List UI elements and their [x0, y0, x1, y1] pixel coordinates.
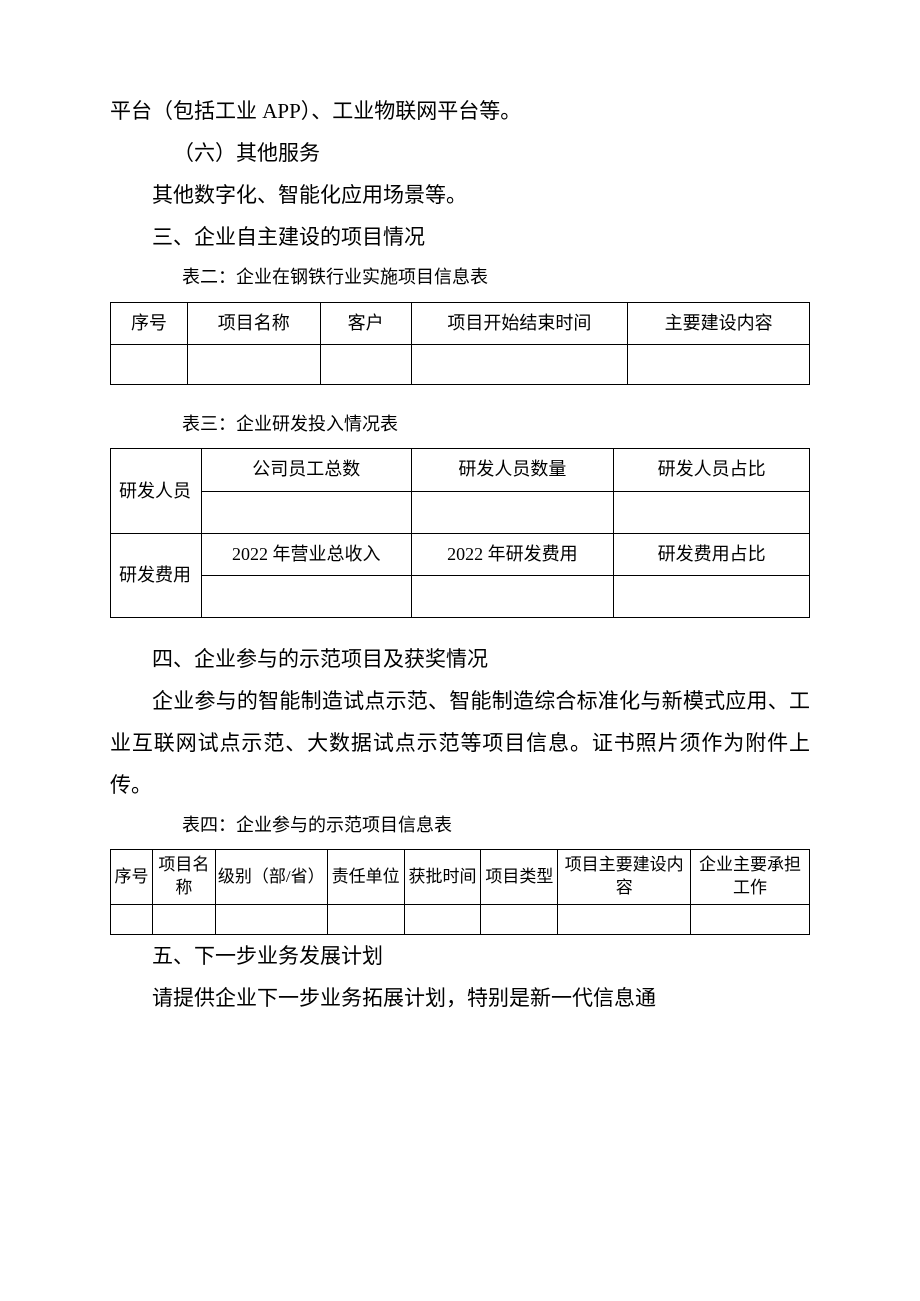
heading-section-5: 五、下一步业务发展计划	[110, 935, 810, 977]
td-cell	[111, 344, 188, 384]
td-cell	[152, 905, 215, 935]
td-cell	[320, 344, 411, 384]
td-cell	[201, 575, 411, 617]
th-project-name: 项目名称	[152, 850, 215, 905]
paragraph-platform: 平台（包括工业 APP）、工业物联网平台等。	[110, 90, 810, 132]
th-rd-count: 研发人员数量	[411, 449, 614, 491]
td-cell	[614, 575, 810, 617]
caption-table-2: 表二：企业在钢铁行业实施项目信息表	[110, 258, 810, 298]
th-seq: 序号	[111, 302, 188, 344]
table-row	[111, 491, 810, 533]
td-cell	[404, 905, 481, 935]
th-unit: 责任单位	[327, 850, 404, 905]
paragraph-section-5: 请提供企业下一步业务拓展计划，特别是新一代信息通	[110, 977, 810, 1019]
th-customer: 客户	[320, 302, 411, 344]
subheading-other-services: （六）其他服务	[110, 132, 810, 174]
th-rd-ratio: 研发人员占比	[614, 449, 810, 491]
th-content: 主要建设内容	[628, 302, 810, 344]
heading-section-4: 四、企业参与的示范项目及获奖情况	[110, 638, 810, 680]
td-cell	[411, 491, 614, 533]
th-rd-expense-ratio: 研发费用占比	[614, 533, 810, 575]
td-cell	[691, 905, 810, 935]
td-rd-staff-label: 研发人员	[111, 449, 202, 533]
td-cell	[558, 905, 691, 935]
th-project-name: 项目名称	[187, 302, 320, 344]
table-3: 研发人员 公司员工总数 研发人员数量 研发人员占比 研发费用 2022 年营业总…	[110, 448, 810, 617]
th-time: 项目开始结束时间	[411, 302, 628, 344]
td-cell	[411, 344, 628, 384]
td-cell	[187, 344, 320, 384]
table-4: 序号 项目名称 级别（部/省） 责任单位 获批时间 项目类型 项目主要建设内容 …	[110, 849, 810, 935]
th-level: 级别（部/省）	[215, 850, 327, 905]
th-build-content: 项目主要建设内容	[558, 850, 691, 905]
caption-table-3: 表三：企业研发投入情况表	[110, 405, 810, 445]
th-enterprise-work: 企业主要承担工作	[691, 850, 810, 905]
table-row: 序号 项目名称 级别（部/省） 责任单位 获批时间 项目类型 项目主要建设内容 …	[111, 850, 810, 905]
heading-section-3: 三、企业自主建设的项目情况	[110, 216, 810, 258]
table-row	[111, 344, 810, 384]
td-cell	[201, 491, 411, 533]
caption-table-4: 表四：企业参与的示范项目信息表	[110, 806, 810, 846]
td-cell	[215, 905, 327, 935]
td-cell	[411, 575, 614, 617]
td-cell	[628, 344, 810, 384]
paragraph-other-services: 其他数字化、智能化应用场景等。	[110, 174, 810, 216]
th-total-employees: 公司员工总数	[201, 449, 411, 491]
paragraph-section-4: 企业参与的智能制造试点示范、智能制造综合标准化与新模式应用、工业互联网试点示范、…	[110, 680, 810, 806]
th-project-type: 项目类型	[481, 850, 558, 905]
td-cell	[111, 905, 153, 935]
td-cell	[327, 905, 404, 935]
th-rd-expense-2022: 2022 年研发费用	[411, 533, 614, 575]
th-approval-time: 获批时间	[404, 850, 481, 905]
table-row: 序号 项目名称 客户 项目开始结束时间 主要建设内容	[111, 302, 810, 344]
th-seq: 序号	[111, 850, 153, 905]
table-2: 序号 项目名称 客户 项目开始结束时间 主要建设内容	[110, 302, 810, 385]
td-cell	[614, 491, 810, 533]
table-row	[111, 575, 810, 617]
table-row: 研发人员 公司员工总数 研发人员数量 研发人员占比	[111, 449, 810, 491]
td-cell	[481, 905, 558, 935]
td-rd-expense-label: 研发费用	[111, 533, 202, 617]
th-revenue-2022: 2022 年营业总收入	[201, 533, 411, 575]
table-row: 研发费用 2022 年营业总收入 2022 年研发费用 研发费用占比	[111, 533, 810, 575]
table-row	[111, 905, 810, 935]
